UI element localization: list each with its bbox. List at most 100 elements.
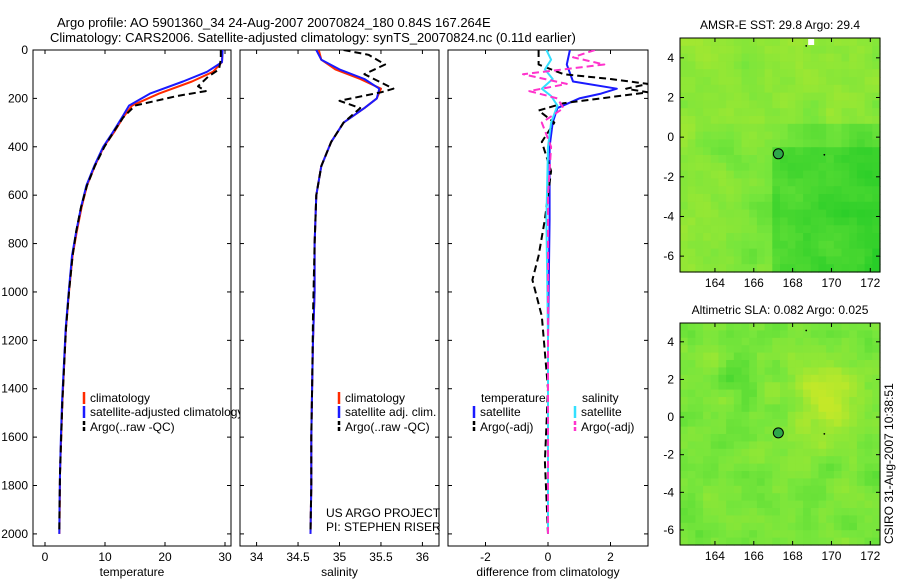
map-cell	[833, 485, 843, 494]
map-cell	[718, 515, 727, 524]
map-cell	[733, 374, 743, 383]
map-cell	[726, 217, 735, 226]
map-cell	[756, 61, 766, 70]
map-cell	[872, 434, 881, 442]
map-cell	[703, 69, 712, 78]
map-cell	[864, 382, 873, 391]
map-cell	[687, 500, 696, 509]
y-tick-label: -2	[663, 170, 674, 184]
map-cell	[718, 478, 727, 487]
map-cell	[864, 360, 873, 368]
map-cell	[841, 147, 850, 156]
map-cell	[787, 217, 796, 226]
map-cell	[826, 448, 835, 457]
map-cell	[864, 123, 873, 133]
map-cell	[749, 448, 758, 457]
map-cell	[703, 53, 712, 62]
map-cell	[687, 155, 696, 164]
map-cell	[810, 162, 820, 172]
map-cell	[849, 123, 858, 133]
map-cell	[710, 426, 720, 435]
map-cell	[703, 209, 712, 218]
map-cell	[803, 53, 812, 62]
map-cell	[841, 382, 850, 391]
map-cell	[818, 448, 827, 457]
map-cell	[780, 155, 789, 164]
map-cell	[703, 92, 712, 101]
map-cell	[810, 360, 820, 368]
map-cell	[833, 178, 843, 187]
map-cell	[849, 485, 858, 494]
map-cell	[849, 209, 858, 218]
map-cell	[741, 240, 750, 250]
map-cell	[795, 170, 804, 179]
map-cell	[780, 92, 789, 101]
map-cell	[864, 155, 873, 164]
map-cell	[710, 209, 720, 218]
map-cell	[856, 500, 866, 509]
map-cell	[726, 493, 735, 502]
map-cell	[726, 471, 735, 479]
map-cell	[726, 434, 735, 442]
map-cell	[695, 209, 704, 218]
map-cell	[810, 123, 820, 133]
x-tick-label: 170	[821, 549, 841, 563]
map-cell	[795, 471, 804, 479]
map-cell	[749, 209, 758, 218]
map-cell	[718, 463, 727, 472]
map-cell	[780, 463, 789, 472]
map-cell	[703, 38, 712, 47]
map-cell	[718, 131, 727, 140]
map-cell	[772, 471, 781, 479]
map-cell	[756, 382, 766, 391]
map-cell	[818, 404, 827, 413]
map-cell	[818, 397, 827, 405]
map-cell	[849, 411, 858, 420]
map-cell	[741, 69, 750, 78]
map-cell	[718, 209, 727, 218]
map-cell	[695, 515, 704, 524]
map-cell	[741, 493, 750, 502]
map-cell	[764, 419, 773, 428]
map-cell	[780, 147, 789, 156]
map-cell	[710, 248, 720, 257]
map-cell	[803, 456, 812, 465]
map-cell	[710, 508, 720, 516]
map-cell	[803, 397, 812, 405]
map-cell	[826, 463, 835, 472]
map-cell	[764, 352, 773, 361]
map-cell	[710, 162, 720, 172]
map-cell	[764, 367, 773, 376]
map-cell	[680, 100, 689, 109]
map-cell	[864, 367, 873, 376]
map-cell	[864, 61, 873, 70]
map-cell	[810, 77, 820, 86]
map-cell	[856, 38, 866, 47]
map-cell	[826, 485, 835, 494]
map-cell	[749, 147, 758, 156]
map-cell	[780, 508, 789, 516]
map-cell	[787, 139, 796, 148]
map-cell	[749, 45, 758, 55]
map-cell	[710, 225, 720, 234]
map-cell	[687, 116, 696, 125]
legend-label: climatology	[345, 391, 405, 405]
map-cell	[733, 84, 743, 94]
map-cell	[849, 256, 858, 265]
map-cell	[872, 485, 881, 494]
map-cell	[841, 108, 850, 117]
map-cell	[772, 485, 781, 494]
map-cell	[856, 233, 866, 242]
map-cell	[741, 209, 750, 218]
map-cell	[680, 92, 689, 101]
map-cell	[826, 256, 835, 265]
map-cell	[733, 155, 743, 164]
map-speck	[823, 432, 826, 435]
series-line-salinity-satellite	[540, 50, 559, 534]
map-cell	[872, 360, 881, 368]
map-cell	[787, 426, 796, 435]
map-cell	[764, 69, 773, 78]
map-cell	[703, 123, 712, 133]
map-cell	[726, 515, 735, 524]
map-cell	[833, 162, 843, 172]
